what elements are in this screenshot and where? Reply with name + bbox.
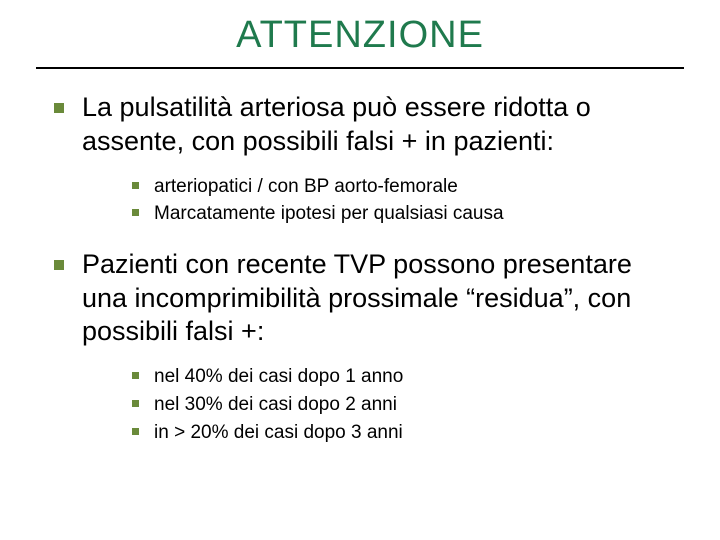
- list-item-text: nel 40% dei casi dopo 1 anno: [154, 365, 403, 390]
- square-bullet-icon: [132, 421, 154, 435]
- list-item: in > 20% dei casi dopo 3 anni: [132, 421, 680, 446]
- sub-list: nel 40% dei casi dopo 1 anno nel 30% dei…: [54, 355, 680, 466]
- square-bullet-icon: [54, 91, 82, 113]
- list-item-text: nel 30% dei casi dopo 2 anni: [154, 393, 397, 418]
- square-bullet-icon: [132, 202, 154, 216]
- list-item-text: in > 20% dei casi dopo 3 anni: [154, 421, 403, 446]
- square-bullet-icon: [132, 393, 154, 407]
- square-bullet-icon: [132, 175, 154, 189]
- list-item: nel 30% dei casi dopo 2 anni: [132, 393, 680, 418]
- list-item-text: arteriopatici / con BP aorto-femorale: [154, 175, 458, 200]
- list-item-text: Pazienti con recente TVP possono present…: [82, 248, 680, 349]
- list-item: nel 40% dei casi dopo 1 anno: [132, 365, 680, 390]
- slide-body: La pulsatilità arteriosa può essere rido…: [0, 69, 720, 466]
- square-bullet-icon: [132, 365, 154, 379]
- list-item: La pulsatilità arteriosa può essere rido…: [54, 91, 680, 159]
- sub-list: arteriopatici / con BP aorto-femorale Ma…: [54, 165, 680, 248]
- slide-title: ATTENZIONE: [0, 14, 720, 57]
- list-item: Pazienti con recente TVP possono present…: [54, 248, 680, 349]
- square-bullet-icon: [54, 248, 82, 270]
- list-item-text: Marcatamente ipotesi per qualsiasi causa: [154, 202, 504, 227]
- list-item: Marcatamente ipotesi per qualsiasi causa: [132, 202, 680, 227]
- list-item-text: La pulsatilità arteriosa può essere rido…: [82, 91, 680, 159]
- list-item: arteriopatici / con BP aorto-femorale: [132, 175, 680, 200]
